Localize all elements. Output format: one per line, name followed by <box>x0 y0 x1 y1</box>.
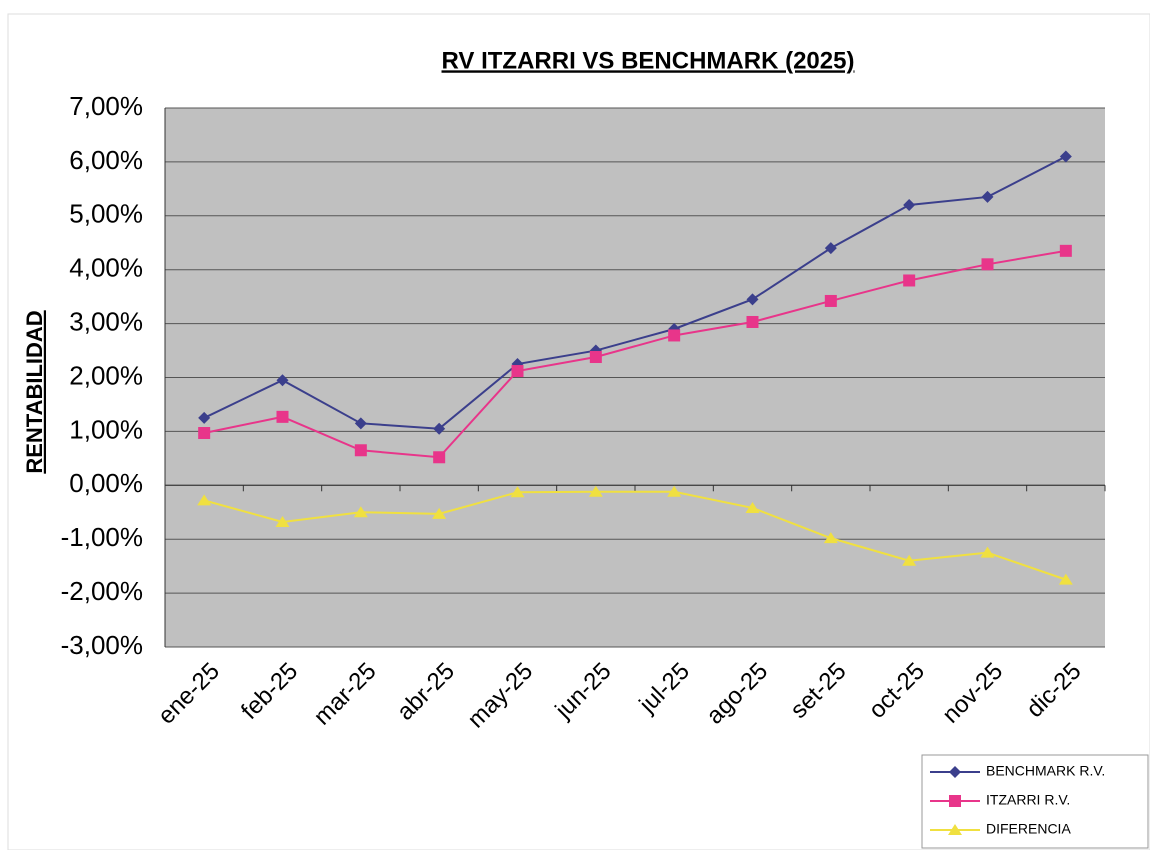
x-tick-label: dic-25 <box>1021 658 1086 723</box>
point-marker <box>980 546 995 558</box>
point-marker <box>354 417 367 430</box>
series-line <box>203 490 1067 581</box>
point-marker <box>1058 573 1073 585</box>
y-tick-label: 1,00% <box>69 414 143 444</box>
y-tick-label: 5,00% <box>69 199 143 229</box>
point-marker <box>198 411 211 424</box>
legend-marker <box>948 824 962 835</box>
x-tick-label: jul-25 <box>634 658 695 719</box>
x-tick-label: abr-25 <box>392 658 460 726</box>
point-marker <box>667 485 682 497</box>
point-marker <box>746 315 759 328</box>
point-marker <box>198 427 211 440</box>
x-tick-label: nov-25 <box>937 658 1008 729</box>
y-axis-label: RENTABILIDAD <box>22 310 47 473</box>
y-tick-label: 0,00% <box>69 468 143 498</box>
legend: BENCHMARK R.V. ITZARRI R.V. DIFERENCIA <box>921 754 1149 849</box>
point-marker <box>276 410 289 423</box>
point-marker <box>589 351 602 364</box>
y-tick-label: -3,00% <box>61 630 143 660</box>
point-marker <box>981 190 994 203</box>
x-tick-label: set-25 <box>785 658 851 724</box>
point-marker <box>981 258 994 271</box>
point-marker <box>824 294 837 307</box>
point-marker <box>588 485 603 497</box>
x-tick-label: may-25 <box>463 658 539 734</box>
point-marker <box>903 199 916 212</box>
x-tick-label: jun-25 <box>550 658 617 725</box>
y-tick-label: 2,00% <box>69 360 143 390</box>
x-tick-label: feb-25 <box>236 658 303 725</box>
y-tick-label: 4,00% <box>69 253 143 283</box>
point-marker <box>902 554 917 566</box>
series-line <box>203 155 1067 430</box>
y-tick-label: -2,00% <box>61 576 143 606</box>
point-marker <box>1059 150 1072 163</box>
point-marker <box>823 532 838 544</box>
chart-title: RV ITZARRI VS BENCHMARK (2025) <box>442 47 855 74</box>
point-marker <box>824 242 837 255</box>
point-marker <box>276 374 289 387</box>
legend-label: ITZARRI R.V. <box>986 792 1070 808</box>
point-marker <box>433 422 446 435</box>
point-marker <box>746 293 759 306</box>
x-tick-label: oct-25 <box>864 658 930 724</box>
point-marker <box>903 274 916 287</box>
legend-marker <box>949 795 961 807</box>
y-tick-label: 7,00% <box>69 91 143 121</box>
y-tick-label: -1,00% <box>61 522 143 552</box>
point-marker <box>432 507 447 519</box>
y-tick-label: 6,00% <box>69 145 143 175</box>
point-marker <box>354 444 367 457</box>
point-marker <box>433 451 446 464</box>
point-marker <box>1059 244 1072 257</box>
point-marker <box>668 329 681 342</box>
point-marker <box>275 515 290 527</box>
point-marker <box>510 486 525 498</box>
legend-label: BENCHMARK R.V. <box>986 763 1105 779</box>
point-marker <box>745 501 760 513</box>
x-tick-label: ene-25 <box>153 658 225 730</box>
point-marker <box>511 365 524 378</box>
point-marker <box>353 506 368 518</box>
legend-marker <box>949 766 961 778</box>
series-line <box>203 249 1066 459</box>
point-marker <box>197 494 212 506</box>
x-tick-label: mar-25 <box>309 658 382 731</box>
legend-label: DIFERENCIA <box>986 821 1071 837</box>
x-tick-label: ago-25 <box>701 658 773 730</box>
y-tick-label: 3,00% <box>69 306 143 336</box>
